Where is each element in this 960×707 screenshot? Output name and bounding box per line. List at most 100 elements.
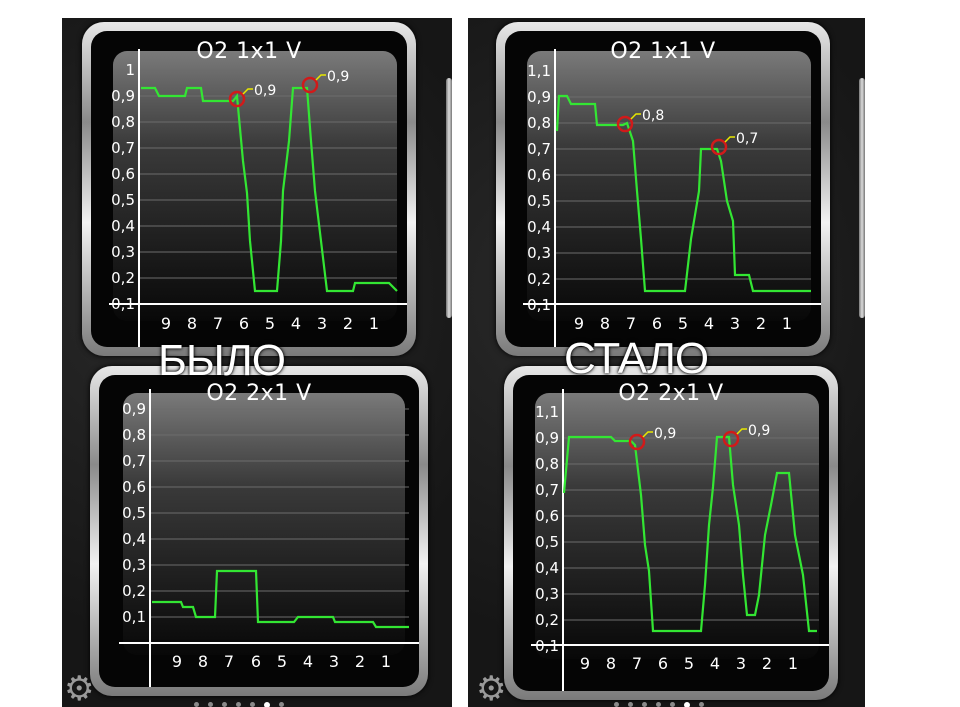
page-dot[interactable]	[656, 702, 661, 707]
marker-leader	[642, 431, 653, 438]
page-dot[interactable]	[614, 702, 619, 707]
x-tick: 4	[710, 654, 720, 673]
peak-marker: 0,9	[722, 423, 770, 448]
chart-title: O2 2x1 V	[618, 381, 724, 406]
o2-2x1-panel-after[interactable]: O2 2x1 V 1,1	[504, 366, 838, 700]
y-tick: 0,4	[527, 218, 551, 236]
y-tick: 0,1	[527, 296, 551, 314]
x-tick: 7	[632, 654, 642, 673]
page-dot[interactable]	[208, 702, 213, 707]
x-tick: 4	[291, 314, 301, 333]
peak-marker-circle	[722, 430, 740, 448]
page-dot[interactable]	[699, 702, 704, 707]
y-tick: 0,6	[527, 166, 551, 184]
y-tick: 0,9	[111, 87, 135, 105]
x-tick: 6	[251, 652, 261, 671]
y-tick: 0,2	[527, 270, 551, 288]
y-tick: 0,5	[527, 192, 551, 210]
x-tick: 8	[600, 314, 610, 333]
x-tick: 9	[574, 314, 584, 333]
page-dot[interactable]	[628, 702, 633, 707]
x-tick: 2	[355, 652, 365, 671]
page-dot-active[interactable]	[264, 702, 270, 707]
peak-marker: 0,9	[301, 69, 349, 94]
marker-leader	[724, 136, 735, 143]
y-tick: 0,2	[111, 269, 135, 287]
y-tick: 0,9	[535, 429, 559, 447]
x-tick: 4	[704, 314, 714, 333]
y-tick: 0,4	[111, 217, 135, 235]
x-tick: 7	[626, 314, 636, 333]
x-tick: 9	[580, 654, 590, 673]
x-tick: 3	[736, 654, 746, 673]
chart-svg: 1,1 0,9 0,8 0,7 0,6 0,5 0,4 0,3 0,2 0,1 …	[523, 49, 821, 347]
peak-marker: 0,8	[616, 108, 664, 133]
y-tick: 0,5	[111, 191, 135, 209]
plot-area	[535, 393, 819, 659]
o2-trace	[152, 569, 409, 629]
x-tick: 2	[756, 314, 766, 333]
page-dot[interactable]	[670, 702, 675, 707]
page-dot[interactable]	[236, 702, 241, 707]
y-tick: 0,1	[111, 295, 135, 313]
y-tick: 0,5	[535, 533, 559, 551]
page-dot[interactable]	[194, 702, 199, 707]
before-caption: БЫЛО	[158, 336, 286, 385]
y-tick: 0,8	[122, 426, 146, 444]
peak-marker-circle	[301, 76, 319, 94]
marker-leader	[630, 113, 641, 120]
page-dot[interactable]	[279, 702, 284, 707]
y-tick: 0,9	[527, 88, 551, 106]
o2-2x1-chart-after: O2 2x1 V 1,1	[513, 375, 829, 691]
marker-label: 0,9	[654, 426, 676, 442]
plot-area	[123, 393, 405, 655]
x-tick: 7	[224, 652, 234, 671]
chart-svg: 1,1 0,9 0,8 0,7 0,6 0,5 0,4 0,3 0,2 0,1 …	[531, 389, 829, 691]
side-panel-edge	[859, 78, 865, 318]
y-tick: 0,7	[535, 481, 559, 499]
y-tick: 0,3	[527, 244, 551, 262]
y-tick: 0,8	[527, 114, 551, 132]
o2-1x1-chart-after: O2 1x1 V 1,1	[505, 31, 821, 347]
y-tick: 0,2	[535, 611, 559, 629]
left-screen: O2 1x1 V 1	[62, 18, 452, 707]
page-dot[interactable]	[222, 702, 227, 707]
gear-icon[interactable]: ⚙	[64, 670, 95, 707]
x-tick: 4	[303, 652, 313, 671]
marker-leader	[315, 74, 326, 81]
chart-svg: 0,9 0,8 0,7 0,6 0,5 0,4 0,3 0,2 0,1 9 8 …	[119, 389, 419, 687]
marker-leader	[242, 88, 253, 95]
y-tick: 0,7	[111, 139, 135, 157]
y-tick: 0,5	[122, 504, 146, 522]
o2-2x1-panel-before[interactable]: O2 2x1 V 0,9	[90, 366, 428, 696]
marker-label: 0,9	[327, 69, 349, 85]
x-tick: 7	[213, 314, 223, 333]
x-tick: 1	[381, 652, 391, 671]
page-dot[interactable]	[250, 702, 255, 707]
peak-marker: 0,7	[710, 131, 758, 156]
y-tick: 0,6	[535, 507, 559, 525]
y-tick: 0,6	[122, 478, 146, 496]
x-tick: 3	[730, 314, 740, 333]
page-dot-active[interactable]	[684, 702, 690, 707]
page-indicator	[614, 702, 704, 707]
x-tick: 8	[187, 314, 197, 333]
page-dot[interactable]	[642, 702, 647, 707]
marker-label: 0,9	[254, 83, 276, 99]
x-tick: 5	[678, 314, 688, 333]
marker-label: 0,7	[736, 131, 758, 147]
y-tick: 0,4	[535, 559, 559, 577]
y-tick: 0,9	[122, 400, 146, 418]
o2-1x1-panel-before[interactable]: O2 1x1 V 1	[82, 22, 416, 356]
o2-2x1-chart-before: O2 2x1 V 0,9	[99, 375, 419, 687]
peak-marker: 0,9	[228, 83, 276, 108]
y-tick: 0,7	[527, 140, 551, 158]
y-tick: 0,8	[111, 113, 135, 131]
plot-area	[113, 51, 397, 321]
x-tick: 9	[172, 652, 182, 671]
y-tick: 0,6	[111, 165, 135, 183]
marker-label: 0,9	[748, 423, 770, 439]
gear-icon[interactable]: ⚙	[476, 670, 507, 707]
o2-1x1-panel-after[interactable]: O2 1x1 V 1,1	[496, 22, 830, 356]
y-tick: 1,1	[535, 403, 559, 421]
